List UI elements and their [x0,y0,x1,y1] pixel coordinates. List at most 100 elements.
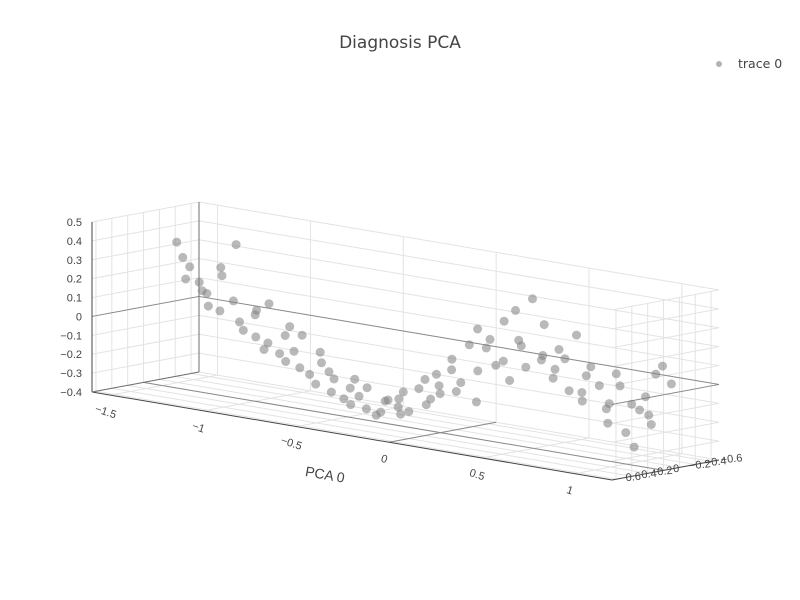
data-point[interactable] [594,381,604,391]
data-point[interactable] [603,418,613,428]
data-point[interactable] [215,306,225,316]
data-point[interactable] [456,378,466,388]
data-point[interactable] [426,394,436,404]
data-point[interactable] [581,371,591,381]
data-point[interactable] [394,394,404,404]
data-point[interactable] [511,305,520,315]
data-point[interactable] [178,252,188,262]
data-point[interactable] [435,389,445,399]
data-point[interactable] [203,301,213,311]
data-point[interactable] [396,409,406,419]
data-point[interactable] [305,369,315,379]
data-point[interactable] [329,374,339,384]
data-point[interactable] [550,364,560,374]
data-point[interactable] [264,299,274,309]
data-point[interactable] [514,335,524,345]
data-point[interactable] [275,349,285,359]
data-point[interactable] [251,332,261,342]
data-point[interactable] [521,362,531,372]
data-point[interactable] [577,396,587,406]
data-point[interactable] [295,363,305,373]
data-point[interactable] [315,347,325,357]
data-point[interactable] [621,428,631,438]
data-point[interactable] [615,381,625,391]
data-point[interactable] [658,361,667,371]
data-point[interactable] [499,316,509,326]
data-point[interactable] [194,277,204,287]
data-point[interactable] [285,322,295,332]
data-point[interactable] [393,402,403,412]
data-point[interactable] [414,384,424,394]
data-point[interactable] [311,379,321,389]
data-point[interactable] [560,354,570,364]
data-point[interactable] [434,381,444,391]
data-point[interactable] [231,240,241,250]
data-point[interactable] [317,358,326,368]
data-point[interactable] [564,386,574,396]
data-point[interactable] [339,394,349,404]
data-point[interactable] [577,388,587,397]
data-point[interactable] [361,404,371,414]
data-point[interactable] [362,383,372,393]
data-point[interactable] [345,383,355,393]
data-point[interactable] [346,400,356,410]
data-point[interactable] [172,237,182,247]
data-point[interactable] [289,346,299,356]
data-point[interactable] [238,325,248,335]
data-point[interactable] [646,420,656,429]
data-point[interactable] [485,334,495,344]
data-point[interactable] [280,331,290,340]
data-point[interactable] [471,397,481,407]
data-point[interactable] [604,399,614,409]
data-point[interactable] [181,274,191,284]
data-point[interactable] [464,340,474,350]
data-point[interactable] [451,387,461,396]
data-point[interactable] [420,374,430,384]
data-point[interactable] [586,362,596,372]
data-point[interactable] [651,369,661,379]
data-point[interactable] [641,392,650,402]
data-point[interactable] [217,271,227,281]
data-point[interactable] [197,286,207,296]
data-point[interactable] [404,407,414,417]
data-point[interactable] [354,391,364,401]
data-point[interactable] [259,345,269,354]
data-point[interactable] [498,356,508,366]
data-point[interactable] [185,262,195,272]
data-point[interactable] [324,367,334,377]
data-point[interactable] [235,317,244,327]
data-point[interactable] [447,354,457,364]
data-point[interactable] [281,357,291,366]
data-point[interactable] [216,263,226,272]
data-point[interactable] [473,366,483,376]
data-point[interactable] [263,338,273,348]
data-point[interactable] [539,320,549,330]
data-point[interactable] [376,407,386,417]
legend[interactable]: trace 0 [716,56,782,71]
data-point[interactable] [398,387,408,397]
data-point[interactable] [447,365,457,375]
data-point[interactable] [473,324,483,334]
data-point[interactable] [629,442,639,452]
data-point[interactable] [644,410,654,420]
data-point[interactable] [326,387,336,397]
legend-entry-trace-0[interactable]: trace 0 [738,56,783,71]
data-point[interactable] [505,376,515,385]
data-point[interactable] [635,405,645,415]
data-point[interactable] [666,379,676,389]
data-point[interactable] [252,305,261,315]
data-point[interactable] [627,399,637,409]
data-point[interactable] [572,330,581,340]
data-point[interactable] [554,345,564,354]
data-point[interactable] [350,374,360,384]
data-point[interactable] [431,369,441,379]
data-point[interactable] [481,343,491,353]
data-point[interactable] [611,369,621,379]
data-point[interactable] [297,330,307,340]
data-point[interactable] [491,360,501,370]
data-point[interactable] [228,296,238,306]
data-point[interactable] [383,395,393,405]
data-point[interactable] [538,351,548,360]
data-point[interactable] [528,294,537,304]
